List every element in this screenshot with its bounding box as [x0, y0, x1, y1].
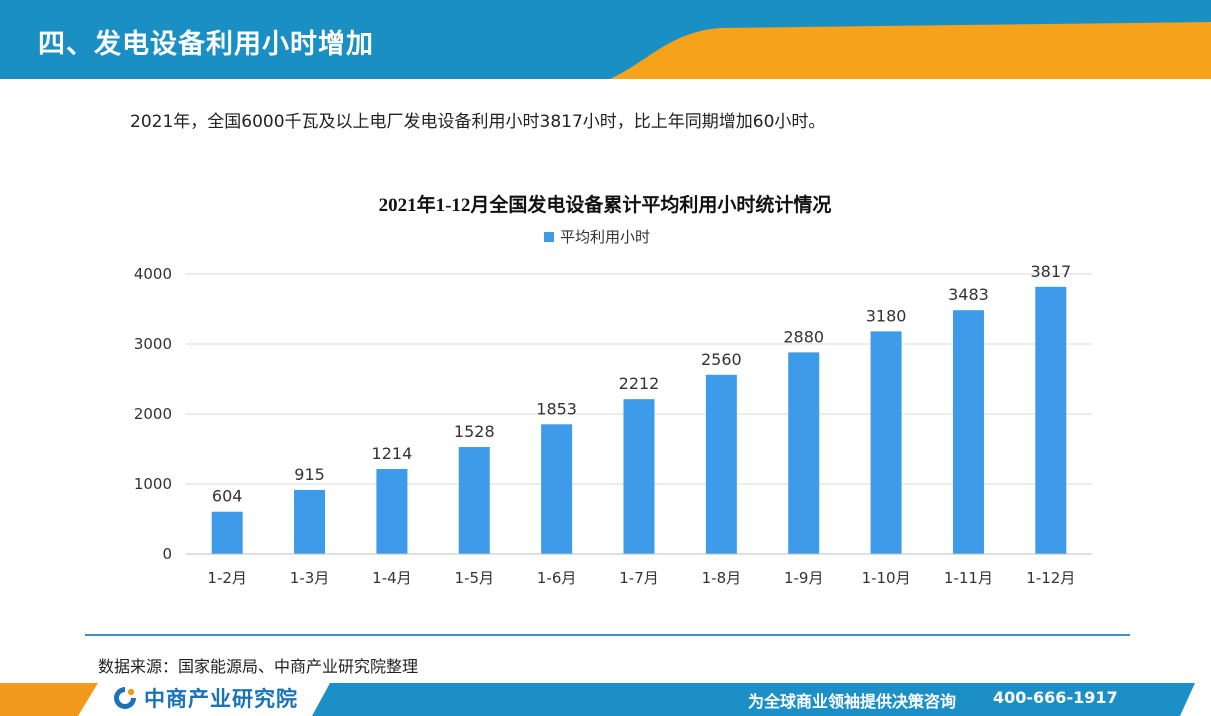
x-axis-ticks: 1-2月 1-3月 1-4月 1-5月 1-6月 1-7月 1-8月 1-9月 1-10月 1-1…	[207, 569, 1075, 587]
x-tick-label: 1-10月	[862, 569, 911, 587]
data-label: 3817	[1030, 262, 1071, 281]
data-label: 2560	[701, 350, 742, 369]
data-label: 1214	[372, 444, 413, 463]
x-tick-label: 1-7月	[619, 569, 659, 587]
y-tick-label: 2000	[134, 405, 172, 423]
data-label: 2880	[783, 327, 824, 346]
legend-swatch	[544, 232, 554, 242]
footer-background	[0, 683, 1211, 716]
chart-title: 2021年1-12月全国发电设备累计平均利用小时统计情况	[379, 193, 832, 216]
x-tick-label: 1-3月	[290, 569, 330, 587]
logo-text: 中商产业研究院	[144, 687, 298, 711]
bar	[705, 374, 737, 554]
x-tick-label: 1-12月	[1026, 569, 1075, 587]
header-banner: 四、发电设备利用小时增加	[0, 0, 1211, 79]
bar-chart: 2021年1-12月全国发电设备累计平均利用小时统计情况 平均利用小时 0 100…	[134, 193, 1092, 587]
bar	[870, 331, 902, 554]
data-label: 2212	[619, 374, 660, 393]
data-label: 604	[212, 487, 243, 506]
x-tick-label: 1-11月	[944, 569, 993, 587]
logo-icon	[114, 687, 136, 709]
data-label: 3483	[948, 285, 989, 304]
x-tick-label: 1-4月	[372, 569, 412, 587]
bar	[294, 489, 326, 554]
footer-phone: 400-666-1917	[993, 688, 1118, 707]
footer-banner	[0, 683, 1211, 716]
bar	[788, 352, 820, 554]
x-tick-label: 1-8月	[702, 569, 742, 587]
x-tick-label: 1-6月	[537, 569, 577, 587]
x-tick-label: 1-5月	[455, 569, 495, 587]
intro-text: 2021年，全国6000千瓦及以上电厂发电设备利用小时3817小时，比上年同期增…	[130, 112, 826, 132]
bars	[211, 286, 1067, 554]
page-title: 四、发电设备利用小时增加	[38, 29, 374, 60]
header-background	[0, 0, 1211, 79]
chart-legend: 平均利用小时	[544, 228, 650, 246]
data-labels: 604 915 1214 1528 1853 2212 2560 2880 3180 3483 38…	[212, 262, 1071, 506]
bar	[952, 310, 984, 554]
bar	[211, 511, 243, 554]
bar	[1035, 286, 1067, 554]
y-tick-label: 1000	[134, 475, 172, 493]
x-tick-label: 1-2月	[207, 569, 247, 587]
data-label: 3180	[866, 306, 907, 325]
bar	[541, 424, 573, 554]
footer-slogan: 为全球商业领袖提供决策咨询	[748, 692, 957, 711]
legend-label: 平均利用小时	[560, 228, 650, 246]
x-tick-label: 1-9月	[784, 569, 824, 587]
y-axis-ticks: 0 1000 2000 3000 4000	[134, 265, 172, 563]
data-label: 915	[294, 465, 325, 484]
brand-logo: 中商产业研究院	[112, 684, 298, 712]
bar	[458, 447, 490, 554]
data-label: 1853	[536, 399, 577, 418]
data-label: 1528	[454, 422, 495, 441]
y-tick-label: 4000	[134, 265, 172, 283]
bar	[376, 469, 408, 554]
y-tick-label: 3000	[134, 335, 172, 353]
data-source: 数据来源：国家能源局、中商产业研究院整理	[98, 657, 419, 676]
y-tick-label: 0	[162, 545, 172, 563]
bar	[623, 399, 655, 554]
footer-divider	[85, 634, 1130, 636]
